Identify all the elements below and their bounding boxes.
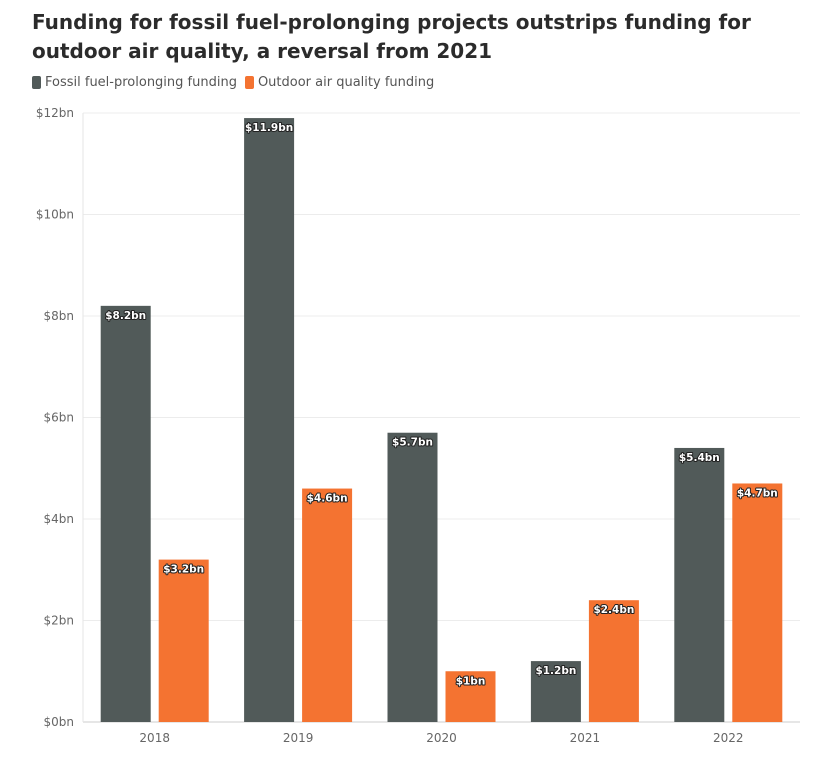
bar-air-quality-2021[interactable] <box>588 600 639 722</box>
bar-data-label: $5.4bn <box>679 452 720 464</box>
legend-item-fossil[interactable]: Fossil fuel-prolonging funding <box>32 75 237 90</box>
bar-data-label: $4.7bn <box>737 487 778 499</box>
x-tick-label: 2022 <box>713 731 744 745</box>
bar-air-quality-2018[interactable] <box>158 559 209 722</box>
bar-data-label: $5.7bn <box>392 437 433 449</box>
x-tick-label: 2019 <box>283 731 314 745</box>
legend-label-fossil: Fossil fuel-prolonging funding <box>45 75 237 90</box>
bar-fossil-2018[interactable] <box>100 305 151 722</box>
bar-fossil-2022[interactable] <box>674 447 725 722</box>
bar-data-label: $1bn <box>456 675 486 687</box>
chart-title: Funding for fossil fuel-prolonging proje… <box>32 10 751 63</box>
bar-data-label: $2.4bn <box>593 604 634 616</box>
x-tick-label: 2020 <box>426 731 457 745</box>
y-tick-label: $8bn <box>44 309 75 323</box>
x-tick-label: 2018 <box>139 731 170 745</box>
bar-fossil-2019[interactable] <box>244 118 295 722</box>
bar-air-quality-2019[interactable] <box>302 488 353 722</box>
bar-data-label: $11.9bn <box>245 122 293 134</box>
y-tick-label: $10bn <box>36 208 74 222</box>
x-tick-label: 2021 <box>570 731 601 745</box>
y-tick-label: $4bn <box>44 512 75 526</box>
bar-air-quality-2022[interactable] <box>732 483 783 722</box>
bar-fossil-2021[interactable] <box>530 661 581 722</box>
y-tick-label: $6bn <box>44 411 75 425</box>
legend-swatch-fossil <box>32 76 41 89</box>
y-tick-label: $0bn <box>44 715 75 729</box>
bar-data-label: $3.2bn <box>163 564 204 576</box>
bar-data-label: $4.6bn <box>307 493 348 505</box>
y-tick-label: $2bn <box>44 614 75 628</box>
legend-swatch-air-quality <box>244 76 254 89</box>
y-tick-label: $12bn <box>36 106 74 120</box>
legend-label-air-quality: Outdoor air quality funding <box>257 75 435 90</box>
bar-data-label: $1.2bn <box>535 665 576 677</box>
bar-data-label: $8.2bn <box>105 310 146 322</box>
bar-air-quality-2020[interactable] <box>445 671 496 722</box>
legend: Fossil fuel-prolonging funding Outdoor a… <box>32 75 442 90</box>
bar-fossil-2020[interactable] <box>387 432 438 722</box>
legend-item-air-quality[interactable]: Outdoor air quality funding <box>244 75 435 90</box>
